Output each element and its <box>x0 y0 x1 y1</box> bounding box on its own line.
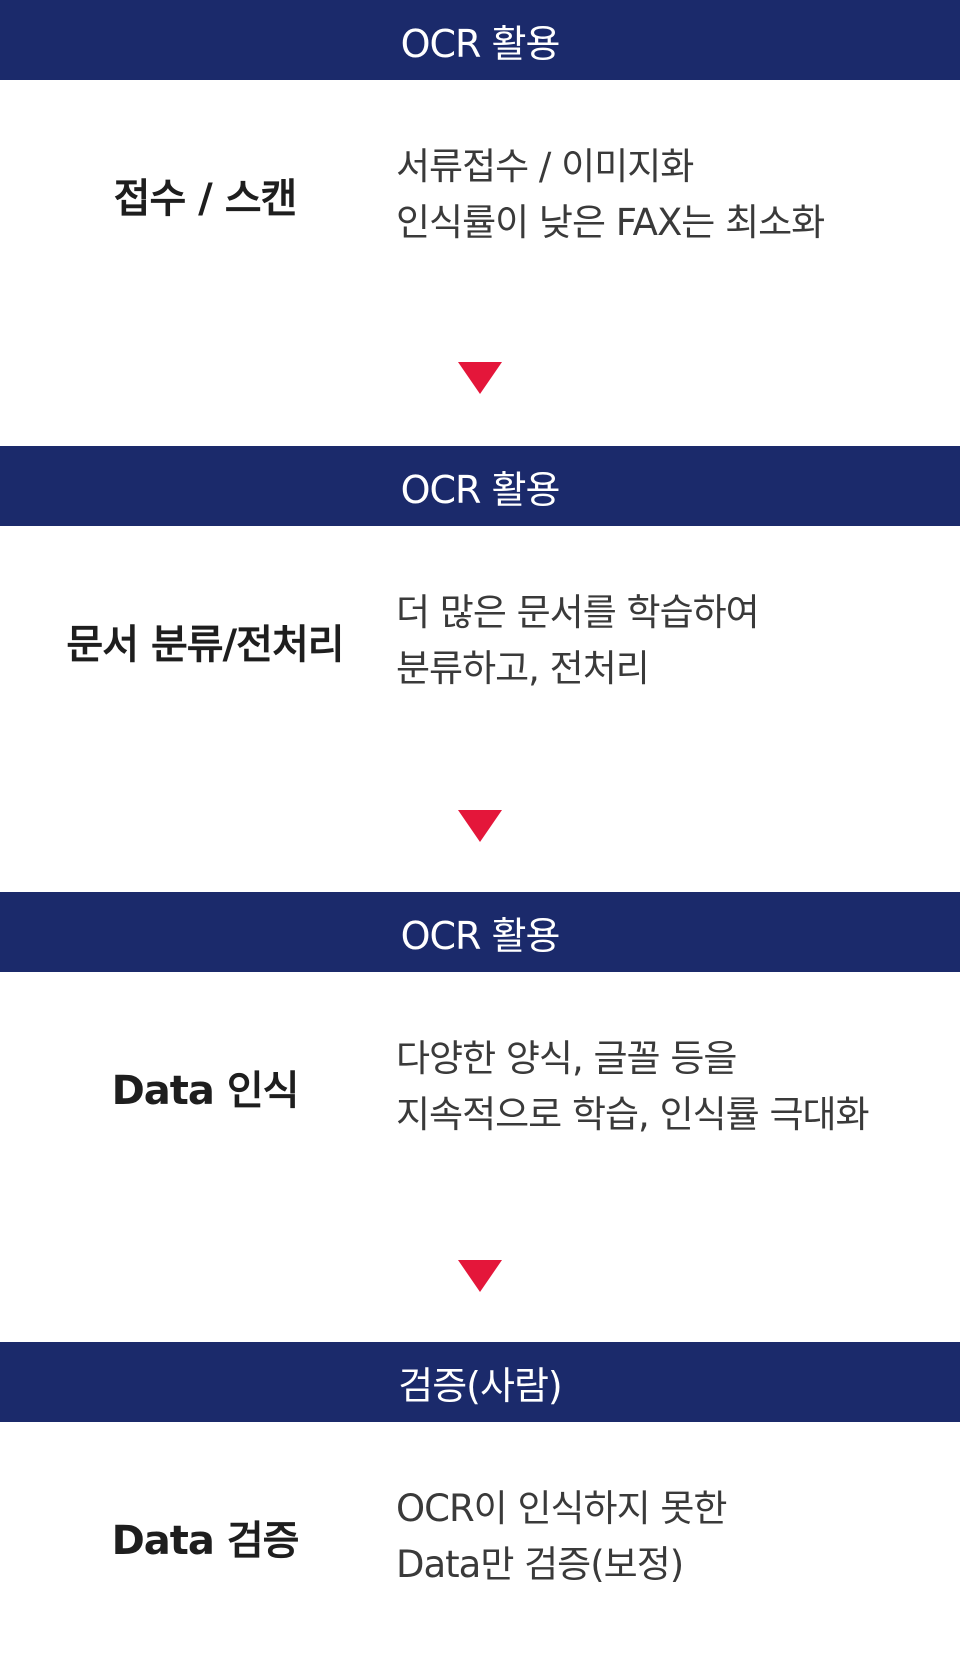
down-arrow-icon <box>458 810 502 842</box>
step-3-title: Data 인식 <box>111 1068 300 1114</box>
step-4-title: Data 검증 <box>111 1518 300 1564</box>
step-1-description: 서류접수 / 이미지화 인식률이 낮은 FAX는 최소화 <box>396 120 956 270</box>
down-arrow-icon <box>458 1260 502 1292</box>
step-2-header-label: OCR 활용 <box>400 467 561 512</box>
step-2-row: 문서 분류/전처리 더 많은 문서를 학습하여 분류하고, 전처리 <box>0 566 960 716</box>
step-2-desc-line-1: 더 많은 문서를 학습하여 <box>396 591 760 634</box>
step-1-desc-line-2: 인식률이 낮은 FAX는 최소화 <box>396 201 825 244</box>
step-3-row: Data 인식 다양한 양식, 글꼴 등을 지속적으로 학습, 인식률 극대화 <box>0 1012 960 1162</box>
step-4-desc-line-1: OCR이 인식하지 못한 <box>396 1487 727 1530</box>
step-2-title: 문서 분류/전처리 <box>66 622 344 668</box>
step-3-description: 다양한 양식, 글꼴 등을 지속적으로 학습, 인식률 극대화 <box>396 1012 956 1162</box>
step-2-desc-line-2: 분류하고, 전처리 <box>396 647 650 690</box>
step-2-description: 더 많은 문서를 학습하여 분류하고, 전처리 <box>396 566 956 716</box>
step-3-desc-line-1: 다양한 양식, 글꼴 등을 <box>396 1037 737 1080</box>
step-2-header-band: OCR 활용 <box>0 446 960 526</box>
step-4-description: OCR이 인식하지 못한 Data만 검증(보정) <box>396 1462 956 1612</box>
step-1-row: 접수 / 스캔 서류접수 / 이미지화 인식률이 낮은 FAX는 최소화 <box>0 120 960 270</box>
step-4-header-label: 검증(사람) <box>398 1363 562 1408</box>
step-4-header-band: 검증(사람) <box>0 1342 960 1422</box>
step-1-header-label: OCR 활용 <box>400 21 561 66</box>
step-1-header-band: OCR 활용 <box>0 0 960 80</box>
step-3-desc-line-2: 지속적으로 학습, 인식률 극대화 <box>396 1093 870 1136</box>
step-4-desc-line-2: Data만 검증(보정) <box>396 1543 684 1586</box>
step-3-header-band: OCR 활용 <box>0 892 960 972</box>
step-4-row: Data 검증 OCR이 인식하지 못한 Data만 검증(보정) <box>0 1462 960 1612</box>
down-arrow-icon <box>458 362 502 394</box>
step-1-title: 접수 / 스캔 <box>113 176 298 222</box>
step-1-desc-line-1: 서류접수 / 이미지화 <box>396 145 694 188</box>
step-3-header-label: OCR 활용 <box>400 913 561 958</box>
